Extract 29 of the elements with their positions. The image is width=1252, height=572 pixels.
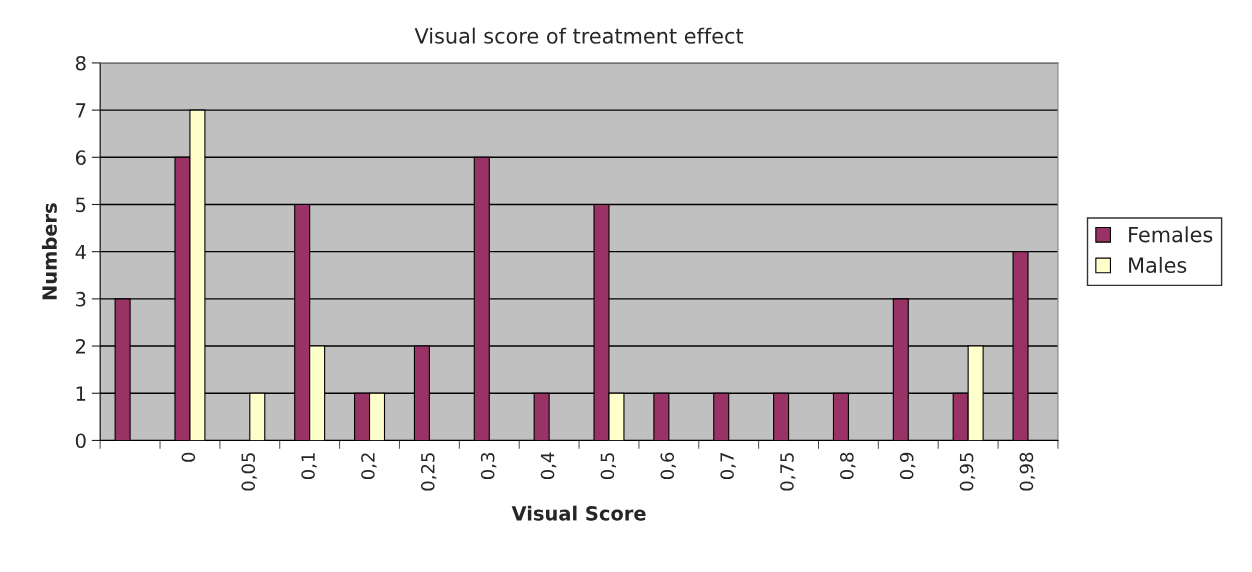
x-tick-label: 0,8 bbox=[840, 452, 856, 480]
y-tick-label: 2 bbox=[76, 339, 86, 354]
x-tick-label: 0,25 bbox=[420, 453, 437, 491]
y-tick-label: 5 bbox=[76, 197, 86, 213]
x-tick-label: 0,75 bbox=[780, 453, 796, 491]
x-tick-label: 0,05 bbox=[241, 453, 257, 491]
y-tick-label: 0 bbox=[75, 433, 86, 449]
legend-label: Males bbox=[1129, 256, 1187, 274]
x-tick-label: 0,6 bbox=[660, 452, 676, 480]
y-tick-label: 7 bbox=[76, 103, 86, 118]
chart-title: Visual score of treatment effect bbox=[414, 27, 744, 44]
x-axis-title: Visual Score bbox=[511, 505, 646, 521]
x-tick-label: 0,1 bbox=[301, 453, 317, 480]
x-tick-label: 0,2 bbox=[361, 453, 377, 480]
x-tick-label: 0,3 bbox=[480, 453, 497, 480]
y-tick-label: 4 bbox=[75, 244, 86, 260]
y-tick-label: 6 bbox=[75, 150, 86, 165]
x-tick-label: 0 bbox=[181, 452, 196, 462]
y-tick-label: 8 bbox=[75, 55, 86, 71]
x-tick-label: 0,9 bbox=[899, 452, 916, 480]
x-tick-label: 0,5 bbox=[600, 453, 617, 480]
x-tick-label: 0,98 bbox=[1019, 452, 1036, 491]
y-tick-label: 1 bbox=[76, 386, 86, 401]
x-tick-label: 0,7 bbox=[720, 453, 736, 480]
y-axis-title: Numbers bbox=[41, 203, 57, 300]
y-tick-label: 3 bbox=[76, 291, 86, 307]
x-tick-label: 0,95 bbox=[959, 453, 976, 491]
legend-label: Females bbox=[1129, 226, 1213, 243]
x-tick-label: 0,4 bbox=[540, 452, 557, 480]
